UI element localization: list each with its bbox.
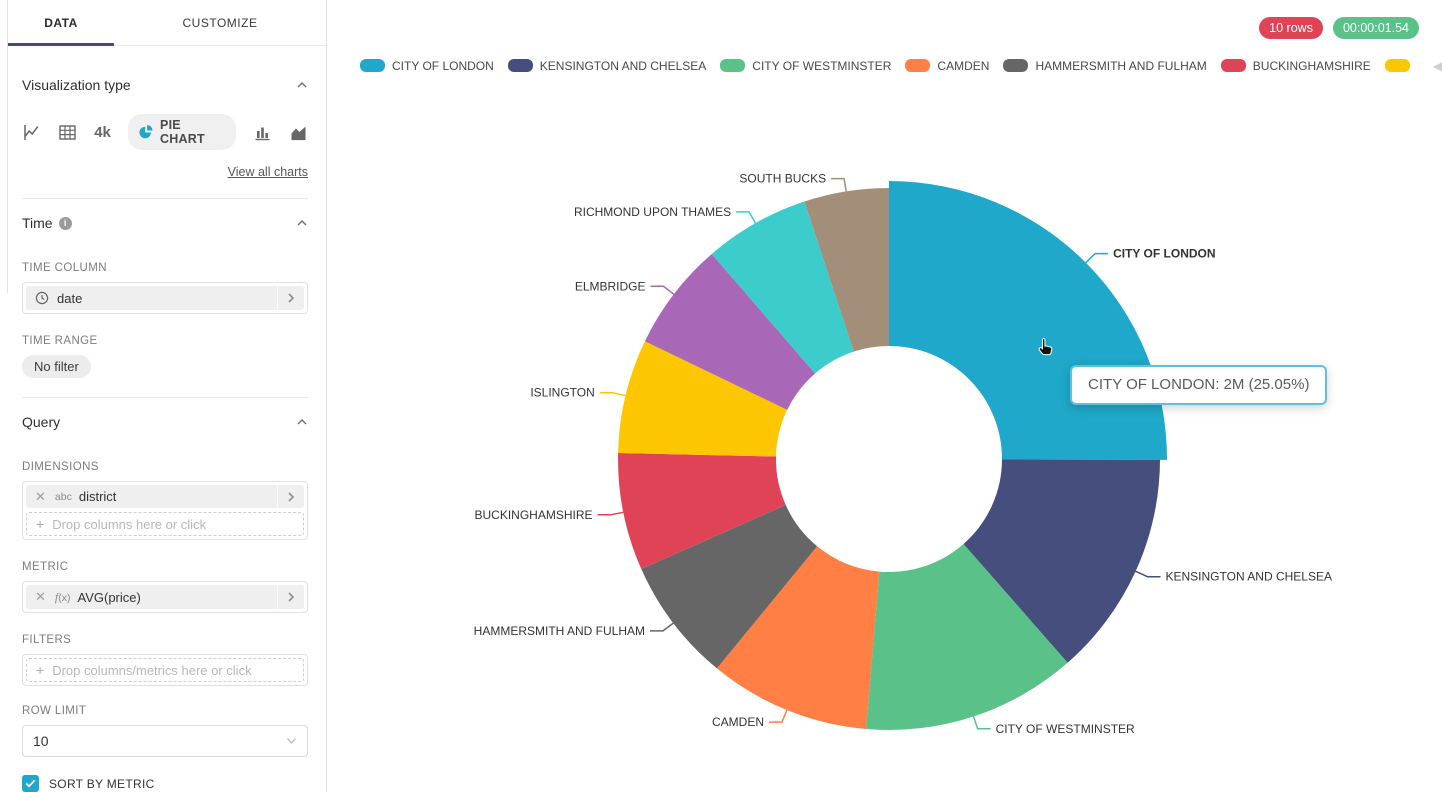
plus-icon: + <box>36 662 45 678</box>
bar-chart-icon[interactable] <box>253 122 272 142</box>
time-range-value[interactable]: No filter <box>22 355 91 378</box>
pie-chart-selected-button[interactable]: PIE CHART <box>127 114 236 150</box>
legend-swatch <box>1003 59 1029 72</box>
chart-tooltip: CITY OF LONDON: 2M (25.05%) <box>1070 365 1328 405</box>
pie-chart-icon <box>139 124 153 138</box>
function-type-icon: f(x) <box>54 589 71 604</box>
collapse-time-icon[interactable] <box>296 217 308 229</box>
area-chart-icon[interactable] <box>289 122 308 142</box>
collapsed-panel-edge <box>7 0 8 293</box>
check-icon <box>25 779 36 788</box>
legend: CITY OF LONDON KENSINGTON AND CHELSEA CI… <box>360 58 1442 73</box>
legend-swatch <box>905 59 931 72</box>
legend-item[interactable]: CITY OF LONDON <box>360 59 494 73</box>
row-limit-label: ROW LIMIT <box>22 705 87 717</box>
plus-icon: + <box>36 516 45 532</box>
metric-chip[interactable]: ✕ f(x) AVG(price) <box>26 585 304 609</box>
sort-by-metric-label: SORT BY METRIC <box>49 776 155 791</box>
viz-type-title: Visualization type <box>22 77 131 93</box>
query-duration-badge: 00:00:01.54 <box>1332 17 1419 39</box>
time-column-value: date <box>57 290 83 306</box>
legend-label: CITY OF LONDON <box>392 58 494 73</box>
time-range-label: TIME RANGE <box>22 335 98 347</box>
clock-icon <box>35 291 49 305</box>
legend-swatch <box>360 59 385 72</box>
collapse-viz-icon[interactable] <box>296 79 308 91</box>
chevron-right-icon[interactable] <box>277 286 304 310</box>
legend-swatch <box>1384 59 1410 72</box>
remove-metric-icon[interactable]: ✕ <box>35 589 46 604</box>
query-section-title: Query <box>22 414 61 430</box>
line-chart-icon[interactable] <box>22 122 41 142</box>
dimensions-dropzone[interactable]: + Drop columns here or click <box>26 512 304 536</box>
legend-label: CITY OF WESTMINSTER <box>752 58 892 73</box>
active-tab-underline <box>8 43 114 46</box>
legend-item[interactable]: HAMMERSMITH AND FULHAM <box>1003 58 1207 73</box>
tab-customize[interactable]: CUSTOMIZE <box>182 15 258 30</box>
dimensions-label: DIMENSIONS <box>22 461 99 473</box>
legend-prev-icon[interactable]: ◀ <box>1432 58 1442 73</box>
filters-label: FILTERS <box>22 634 72 646</box>
time-section-title: Time <box>22 215 53 231</box>
legend-swatch <box>507 59 533 72</box>
hand-cursor <box>1036 337 1056 357</box>
chevron-right-icon[interactable] <box>277 585 304 609</box>
metric-value: AVG(price) <box>77 589 141 605</box>
chevron-down-icon <box>286 738 297 745</box>
legend-item[interactable]: KENSINGTON AND CHELSEA <box>507 58 707 73</box>
row-count-badge: 10 rows <box>1259 17 1323 39</box>
dimension-value: district <box>78 489 117 504</box>
row-limit-select[interactable]: 10 <box>22 725 308 757</box>
legend-label: BUCKINGHAMSHIRE <box>1252 58 1371 73</box>
time-column-field[interactable]: date <box>26 286 304 310</box>
legend-swatch <box>1220 59 1246 72</box>
legend-pager: ◀1/2▶ <box>1433 58 1442 73</box>
control-panel: DATA CUSTOMIZE Visualization type 4k PI <box>8 0 327 792</box>
tab-data[interactable]: DATA <box>44 15 78 30</box>
filters-dropzone[interactable]: + Drop columns/metrics here or click <box>26 658 304 682</box>
legend-item[interactable]: CITY OF WESTMINSTER <box>720 59 891 73</box>
collapse-query-icon[interactable] <box>296 416 308 428</box>
info-icon: i <box>58 216 72 230</box>
legend-item[interactable]: BUCKINGHAMSHIRE <box>1220 58 1371 73</box>
time-column-label: TIME COLUMN <box>22 262 107 274</box>
dimension-chip[interactable]: ✕ abc district <box>26 485 304 508</box>
legend-item[interactable]: CAMDEN <box>905 59 989 73</box>
legend-item[interactable] <box>1384 59 1417 72</box>
sort-by-metric-checkbox[interactable] <box>22 775 39 792</box>
control-tabs: DATA CUSTOMIZE <box>8 0 326 46</box>
chevron-right-icon[interactable] <box>277 485 304 508</box>
text-type-icon: abc <box>54 490 72 503</box>
legend-label: KENSINGTON AND CHELSEA <box>539 58 707 73</box>
view-all-charts-link[interactable]: View all charts <box>227 165 308 179</box>
pie-chart-label: PIE CHART <box>160 118 205 146</box>
legend-swatch <box>720 59 746 72</box>
remove-dimension-icon[interactable]: ✕ <box>35 488 46 504</box>
legend-label: HAMMERSMITH AND FULHAM <box>1035 58 1207 73</box>
table-icon[interactable] <box>58 122 77 142</box>
big-number-icon[interactable]: 4k <box>94 123 111 141</box>
legend-label: CAMDEN <box>937 58 990 73</box>
metric-label: METRIC <box>22 561 69 573</box>
